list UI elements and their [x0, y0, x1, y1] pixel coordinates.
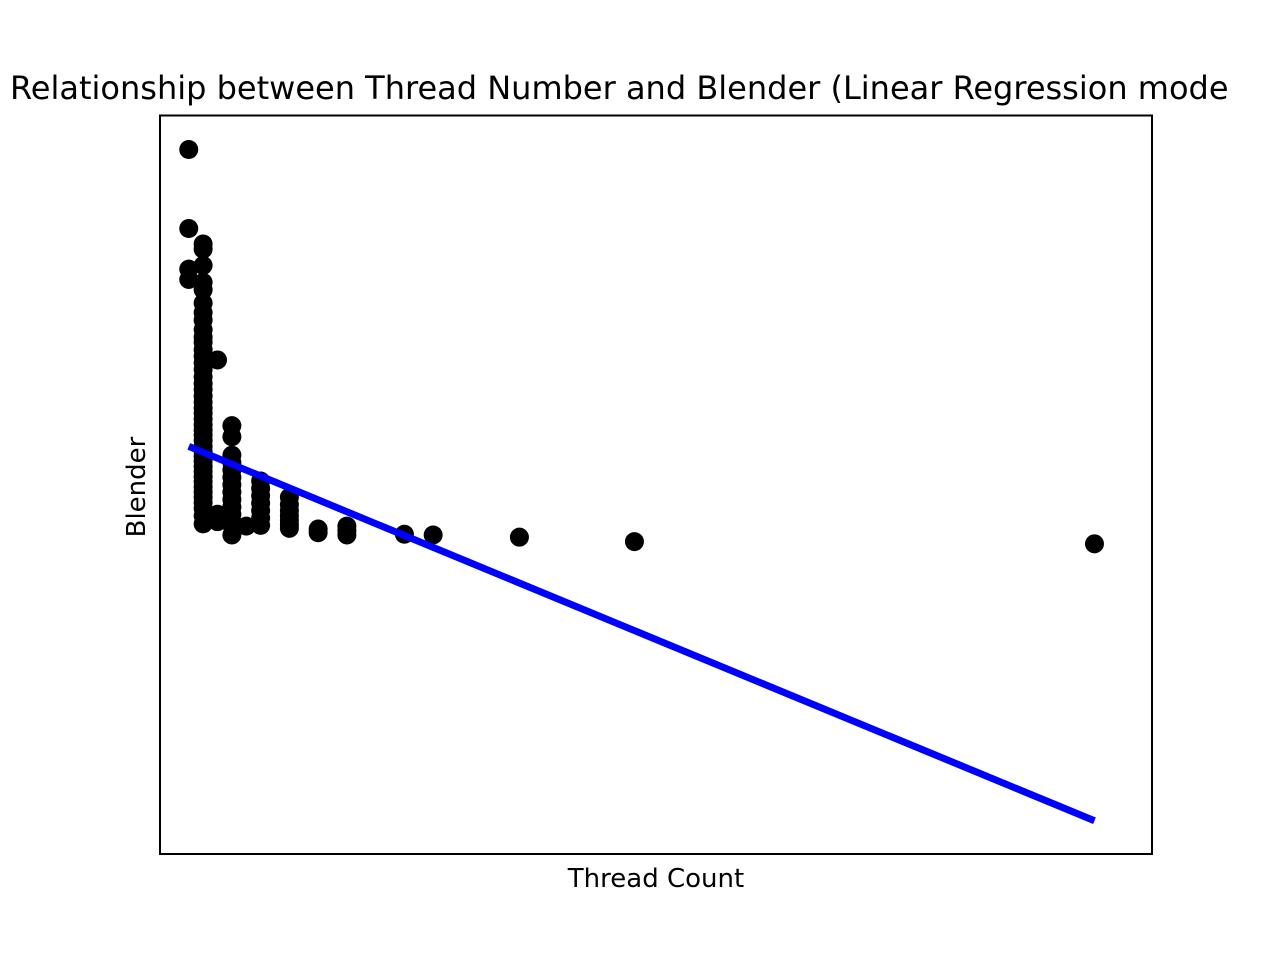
plot-area-frame [159, 114, 1153, 855]
points-layer [179, 139, 1104, 554]
data-point [179, 269, 199, 289]
data-point [624, 532, 644, 552]
data-point [236, 516, 256, 536]
x-axis-label: Thread Count [567, 864, 744, 894]
data-point [179, 139, 199, 159]
data-point [509, 527, 529, 547]
data-point [222, 525, 242, 545]
fit-line-layer [187, 443, 1096, 825]
regression-line [187, 443, 1096, 825]
data-point [193, 239, 213, 259]
y-axis-label: Blender [122, 436, 152, 537]
data-point [279, 518, 299, 538]
data-point [308, 523, 328, 543]
data-point [251, 515, 271, 535]
data-point [208, 512, 228, 532]
data-point [193, 280, 213, 300]
data-point [337, 525, 357, 545]
data-point [1084, 534, 1104, 554]
data-point [193, 255, 213, 275]
data-point [179, 218, 199, 238]
data-point [222, 427, 242, 447]
chart-title: Relationship between Thread Number and B… [10, 69, 1229, 107]
data-point [423, 525, 443, 545]
data-point [193, 514, 213, 534]
data-point [208, 350, 228, 370]
